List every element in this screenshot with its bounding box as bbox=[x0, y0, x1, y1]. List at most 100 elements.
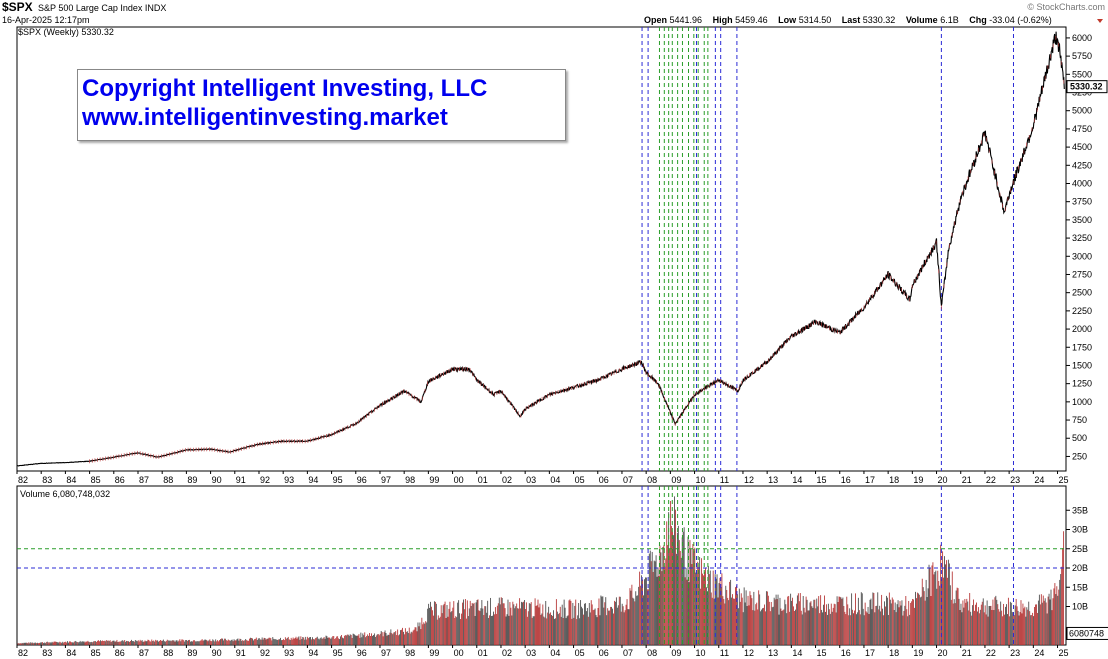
volume-xtick-label: 16 bbox=[841, 648, 851, 658]
price-xtick-label: 05 bbox=[575, 475, 585, 485]
price-ytick-label: 2750 bbox=[1072, 269, 1092, 279]
copyright-line: Copyright Intelligent Investing, LLC bbox=[82, 75, 488, 102]
price-xtick-label: 98 bbox=[405, 475, 415, 485]
price-ytick-label: 3000 bbox=[1072, 251, 1092, 261]
volume-ytick-label: 25B bbox=[1072, 544, 1088, 554]
price-xtick-label: 19 bbox=[913, 475, 923, 485]
price-xtick-label: 86 bbox=[115, 475, 125, 485]
volume-xtick-label: 89 bbox=[187, 648, 197, 658]
price-xtick-label: 09 bbox=[671, 475, 681, 485]
price-xtick-label: 94 bbox=[308, 475, 318, 485]
price-xtick-label: 06 bbox=[599, 475, 609, 485]
volume-xtick-label: 06 bbox=[599, 648, 609, 658]
price-ytick-label: 2500 bbox=[1072, 288, 1092, 298]
price-xtick-label: 21 bbox=[962, 475, 972, 485]
volume-ytick-label: 15B bbox=[1072, 582, 1088, 592]
volume-xtick-label: 24 bbox=[1034, 648, 1044, 658]
volume-xtick-label: 07 bbox=[623, 648, 633, 658]
price-ytick-label: 5750 bbox=[1072, 51, 1092, 61]
low-value: 5314.50 bbox=[798, 15, 832, 25]
price-ytick-label: 2000 bbox=[1072, 324, 1092, 334]
price-xtick-label: 95 bbox=[333, 475, 343, 485]
volume-xtick-label: 92 bbox=[260, 648, 270, 658]
volume-ytick-label: 30B bbox=[1072, 525, 1088, 535]
volume-xtick-label: 87 bbox=[139, 648, 149, 658]
price-xtick-label: 00 bbox=[454, 475, 464, 485]
high-label: High bbox=[712, 15, 733, 25]
price-ytick-label: 1250 bbox=[1072, 379, 1092, 389]
price-ytick-label: 1000 bbox=[1072, 397, 1092, 407]
volume-xtick-label: 93 bbox=[284, 648, 294, 658]
volume-xtick-label: 19 bbox=[913, 648, 923, 658]
volume-xtick-label: 97 bbox=[381, 648, 391, 658]
price-ytick-label: 4500 bbox=[1072, 142, 1092, 152]
volume-xtick-label: 18 bbox=[889, 648, 899, 658]
ohlc-readout: Open 5441.96 High 5459.46 Low 5314.50 La… bbox=[644, 15, 1052, 25]
volume-xtick-label: 91 bbox=[236, 648, 246, 658]
price-xtick-label: 02 bbox=[502, 475, 512, 485]
brand-watermark: © StockCharts.com bbox=[1027, 2, 1105, 12]
volume-xtick-label: 90 bbox=[212, 648, 222, 658]
volume-ytick-label: 35B bbox=[1072, 505, 1088, 515]
price-ytick-label: 4000 bbox=[1072, 178, 1092, 188]
last-price-tag-box bbox=[1066, 80, 1108, 94]
last-volume-tag: 6080748 bbox=[1069, 628, 1104, 638]
volume-ytick-label: 20B bbox=[1072, 563, 1088, 573]
volume-label: Volume bbox=[905, 15, 938, 25]
price-xtick-label: 83 bbox=[42, 475, 52, 485]
copyright-box: Copyright Intelligent Investing, LLC www… bbox=[77, 69, 566, 141]
price-xtick-label: 14 bbox=[792, 475, 802, 485]
volume-xtick-label: 03 bbox=[526, 648, 536, 658]
volume-xtick-label: 99 bbox=[429, 648, 439, 658]
price-ytick-label: 3500 bbox=[1072, 215, 1092, 225]
volume-xtick-label: 11 bbox=[720, 648, 729, 658]
volume-xtick-label: 12 bbox=[744, 648, 754, 658]
price-panel-title: $SPX (Weekly) 5330.32 bbox=[18, 27, 114, 37]
price-ytick-label: 750 bbox=[1072, 415, 1087, 425]
price-xtick-label: 96 bbox=[357, 475, 367, 485]
price-xtick-label: 87 bbox=[139, 475, 149, 485]
price-xtick-label: 12 bbox=[744, 475, 754, 485]
volume-xtick-label: 86 bbox=[115, 648, 125, 658]
price-panel-frame bbox=[16, 26, 1067, 472]
volume-xtick-label: 13 bbox=[768, 648, 778, 658]
chart-date: 16-Apr-2025 12:17pm bbox=[2, 15, 90, 25]
price-xtick-label: 84 bbox=[66, 475, 76, 485]
price-up-ticks bbox=[89, 35, 1065, 464]
open-label: Open bbox=[644, 15, 668, 25]
price-ytick-label: 2250 bbox=[1072, 306, 1092, 316]
website-line: www.intelligentinvesting.market bbox=[82, 104, 448, 131]
last-label: Last bbox=[841, 15, 861, 25]
volume-xtick-label: 98 bbox=[405, 648, 415, 658]
volume-panel-title: Volume 6,080,748,032 bbox=[20, 489, 111, 499]
volume-xtick-label: 85 bbox=[91, 648, 101, 658]
price-xtick-label: 17 bbox=[865, 475, 875, 485]
index-name: S&P 500 Large Cap Index INDX bbox=[38, 3, 167, 13]
last-volume-tag-box bbox=[1066, 626, 1108, 640]
price-xtick-label: 97 bbox=[381, 475, 391, 485]
volume-value: 6.1B bbox=[940, 15, 959, 25]
volume-xtick-label: 25 bbox=[1059, 648, 1069, 658]
price-xtick-label: 20 bbox=[938, 475, 948, 485]
volume-xtick-label: 82 bbox=[18, 648, 28, 658]
volume-xtick-label: 09 bbox=[671, 648, 681, 658]
price-xtick-label: 22 bbox=[986, 475, 996, 485]
price-xtick-label: 07 bbox=[623, 475, 633, 485]
volume-xtick-label: 10 bbox=[696, 648, 706, 658]
price-xtick-label: 90 bbox=[212, 475, 222, 485]
price-xtick-label: 24 bbox=[1034, 475, 1044, 485]
open-value: 5441.96 bbox=[669, 15, 703, 25]
symbol: $SPX bbox=[2, 0, 33, 14]
high-value: 5459.46 bbox=[735, 15, 768, 25]
price-xtick-label: 82 bbox=[18, 475, 28, 485]
price-xtick-label: 03 bbox=[526, 475, 536, 485]
volume-xtick-label: 23 bbox=[1010, 648, 1020, 658]
volume-xtick-label: 08 bbox=[647, 648, 657, 658]
price-xtick-label: 01 bbox=[478, 475, 488, 485]
volume-xtick-label: 84 bbox=[66, 648, 76, 658]
volume-xtick-label: 94 bbox=[308, 648, 318, 658]
price-xtick-label: 25 bbox=[1059, 475, 1069, 485]
price-ytick-label: 6000 bbox=[1072, 33, 1092, 43]
price-ytick-label: 500 bbox=[1072, 433, 1087, 443]
